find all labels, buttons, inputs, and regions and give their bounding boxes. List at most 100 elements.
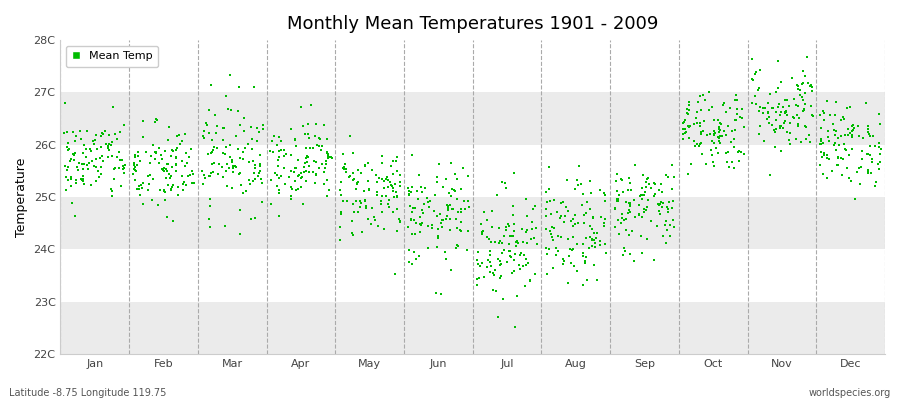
Point (687, 121, 701, 128)
Point (364, 220, 379, 227)
Point (94, 171, 109, 178)
Point (250, 173, 265, 180)
Point (710, 134, 724, 140)
Point (337, 166, 351, 172)
Point (410, 196, 425, 202)
Point (559, 204, 573, 210)
Bar (60, 197, 885, 250)
Point (295, 174, 310, 180)
Point (88, 178, 103, 184)
Point (64, 174, 78, 180)
Point (493, 261, 508, 267)
Point (345, 218, 359, 224)
Point (856, 134, 870, 141)
Point (143, 172, 157, 178)
Point (421, 199, 436, 205)
Point (148, 149, 162, 155)
Point (317, 168, 331, 175)
Point (624, 202, 638, 209)
Point (502, 248, 517, 254)
Point (507, 257, 521, 264)
Point (178, 130, 193, 137)
Point (488, 238, 502, 245)
Point (79, 128, 94, 134)
Point (525, 218, 539, 225)
Point (492, 238, 507, 245)
Point (75, 161, 89, 167)
Point (579, 254, 593, 260)
Point (721, 149, 735, 156)
Point (480, 264, 494, 270)
Point (164, 187, 178, 193)
Point (538, 226, 553, 232)
Point (682, 124, 697, 130)
Point (416, 210, 430, 216)
Point (200, 122, 214, 129)
Point (761, 120, 776, 126)
Point (695, 151, 709, 157)
Point (151, 160, 166, 166)
Point (589, 235, 603, 241)
Point (712, 137, 726, 144)
Point (293, 170, 308, 176)
Point (239, 188, 254, 194)
Point (787, 95, 801, 102)
Point (491, 256, 505, 263)
Point (779, 109, 794, 115)
Point (757, 138, 771, 144)
Point (769, 144, 783, 150)
Point (706, 159, 720, 165)
Point (270, 183, 284, 189)
Point (548, 252, 562, 258)
Point (319, 158, 333, 164)
Point (437, 249, 452, 255)
Point (347, 209, 362, 215)
Point (665, 217, 680, 224)
Point (844, 145, 859, 152)
Point (408, 231, 422, 238)
Point (339, 168, 354, 175)
Point (390, 194, 404, 200)
Point (696, 128, 710, 134)
Point (377, 184, 392, 191)
Point (769, 88, 783, 95)
Point (665, 186, 680, 192)
Point (706, 130, 721, 137)
Point (567, 263, 581, 269)
Point (577, 220, 591, 226)
Point (782, 137, 796, 144)
Point (776, 103, 790, 110)
Point (307, 180, 321, 186)
Point (247, 84, 261, 90)
Point (723, 105, 737, 111)
Point (208, 112, 222, 118)
Point (361, 160, 375, 167)
Point (445, 186, 459, 192)
Point (568, 220, 582, 227)
Point (638, 178, 652, 185)
Point (158, 187, 172, 194)
Point (681, 171, 696, 177)
Point (513, 266, 527, 272)
Point (874, 146, 888, 152)
Point (499, 226, 513, 233)
Point (340, 198, 355, 204)
Point (362, 187, 376, 193)
Point (89, 132, 104, 138)
Point (440, 203, 454, 209)
Point (502, 232, 517, 239)
Point (381, 177, 395, 184)
Point (205, 136, 220, 143)
Point (694, 129, 708, 135)
Point (501, 241, 516, 248)
Point (75, 177, 89, 184)
Point (497, 247, 511, 253)
Point (567, 211, 581, 218)
Point (131, 186, 146, 192)
Point (796, 108, 810, 114)
Point (646, 180, 661, 186)
Point (713, 126, 727, 133)
Point (428, 192, 443, 198)
Point (69, 132, 84, 139)
Point (147, 142, 161, 148)
